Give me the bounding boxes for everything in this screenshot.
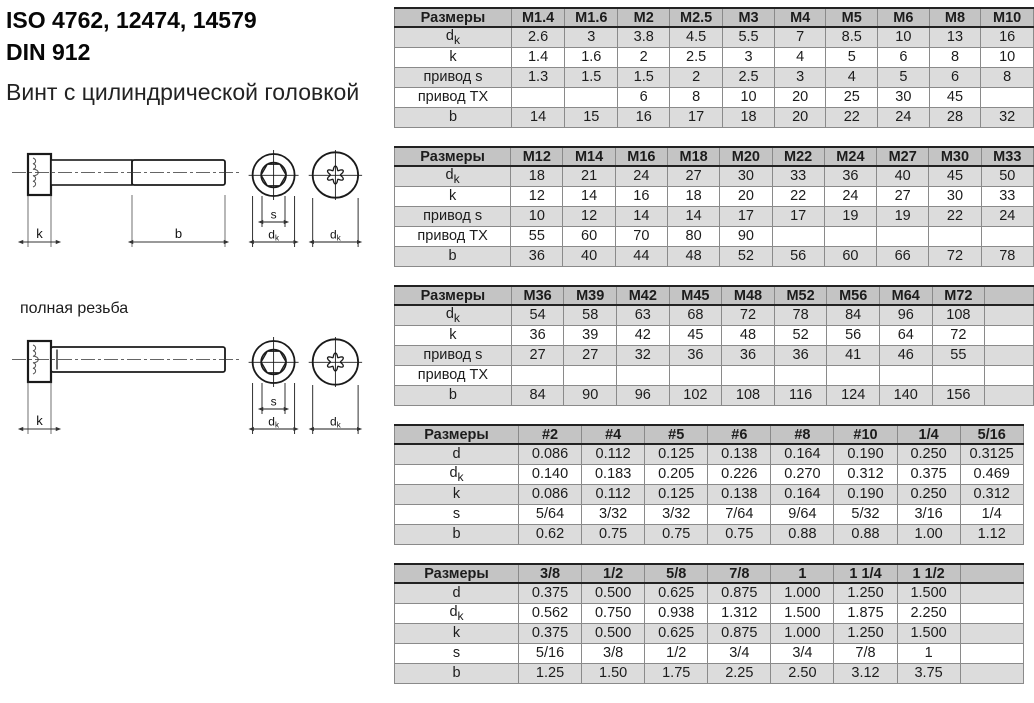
svg-text:s: s (271, 395, 277, 409)
svg-text:s: s (271, 208, 277, 222)
svg-text:dk: dk (268, 228, 280, 243)
svg-text:k: k (36, 226, 43, 241)
svg-text:k: k (36, 413, 43, 428)
svg-text:dk: dk (330, 228, 342, 243)
svg-text:dk: dk (268, 415, 280, 430)
svg-text:b: b (175, 226, 182, 241)
svg-text:dk: dk (330, 415, 342, 430)
